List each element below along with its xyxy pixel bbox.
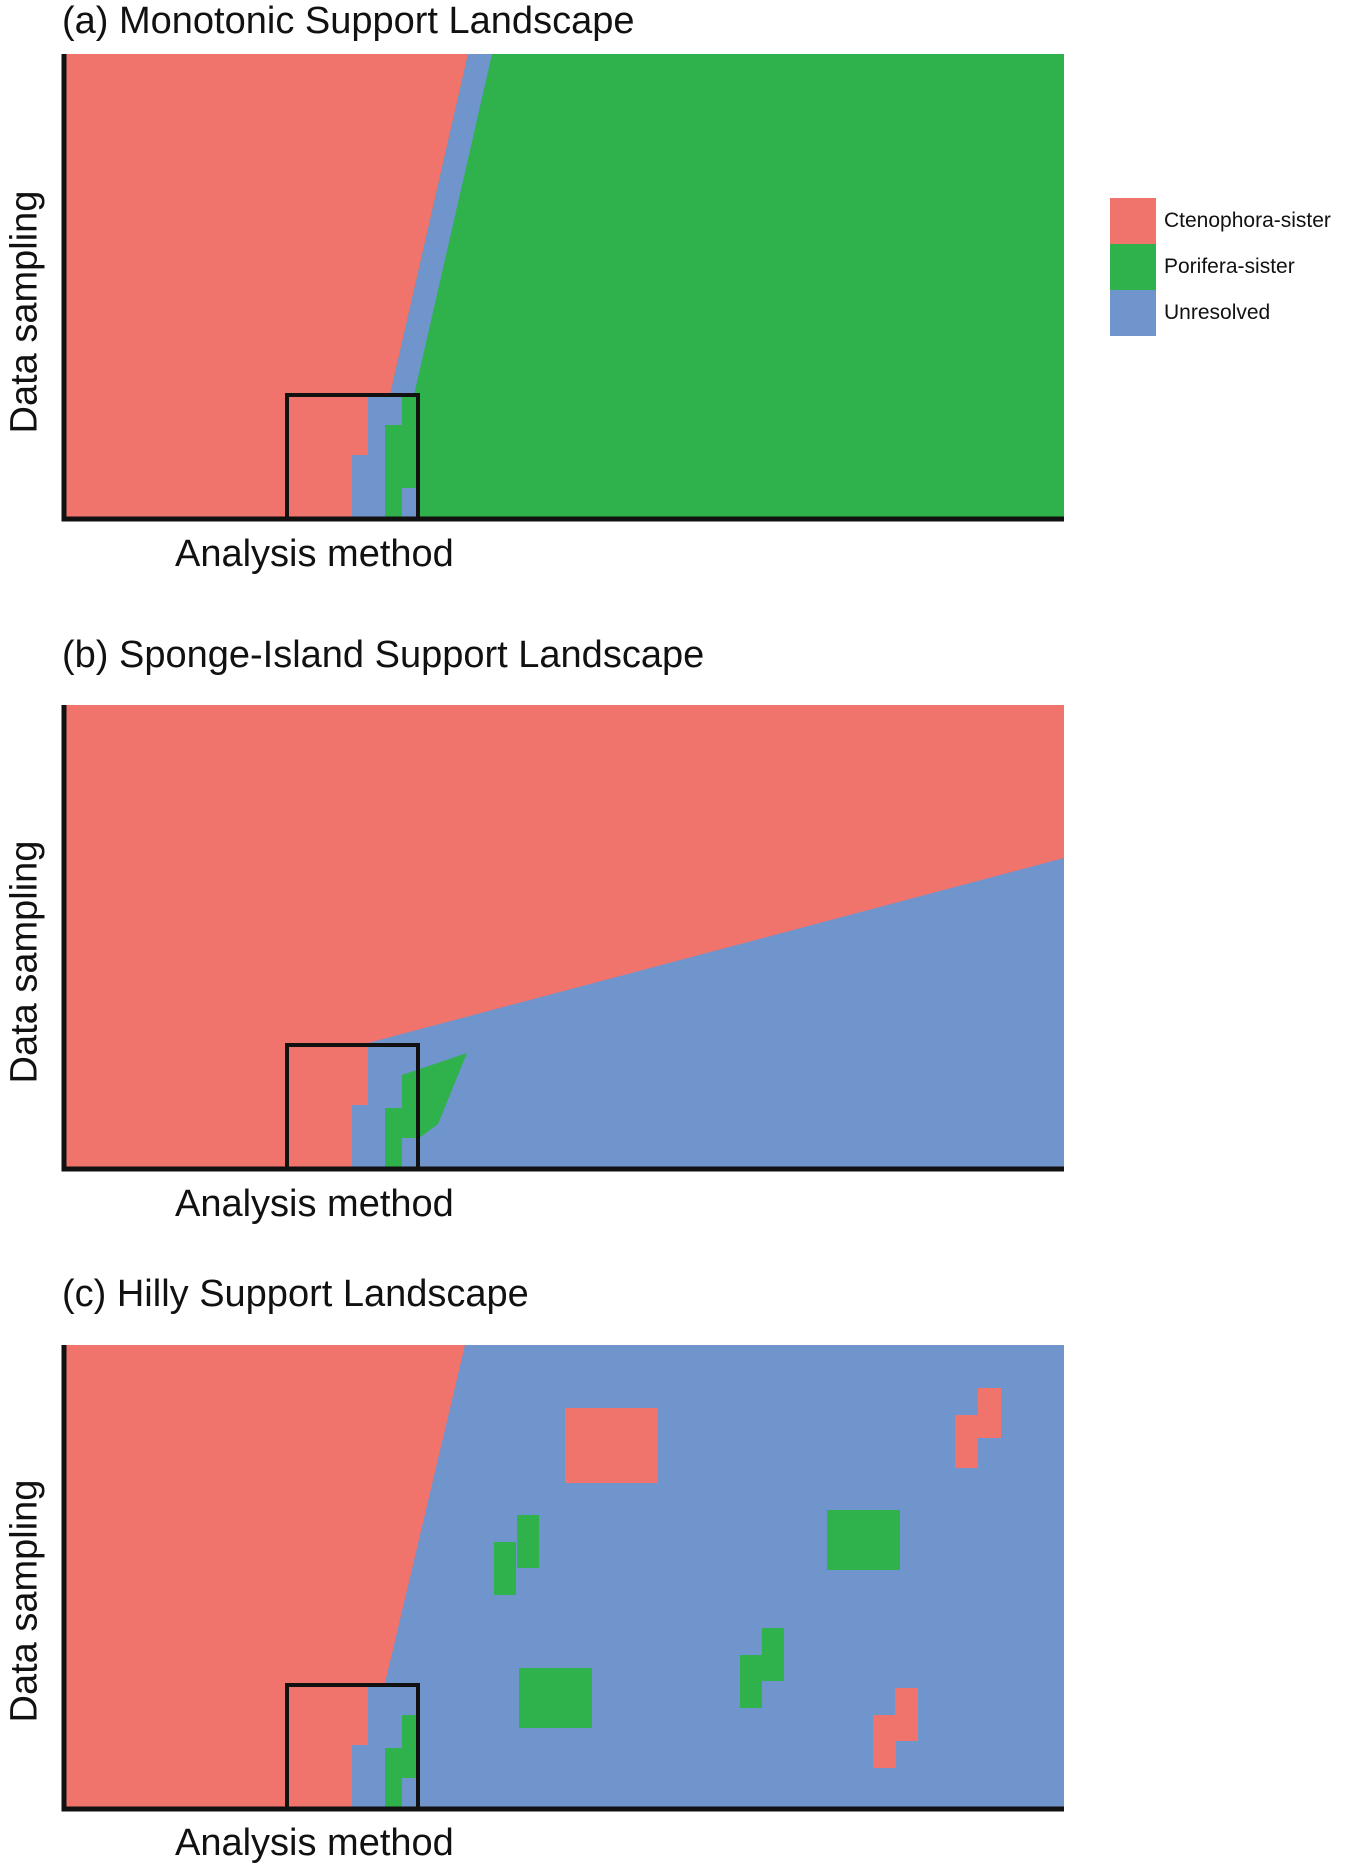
panel-b-axes: [61, 705, 1064, 1172]
panel-c-porifera-hill: [827, 1510, 900, 1570]
panel-c-zoom-box: [285, 1683, 420, 1811]
panel-c-ctenophora-hill: [565, 1408, 658, 1483]
panel-b-title: (b) Sponge-Island Support Landscape: [62, 634, 705, 676]
panel-a-zoom-box: [285, 393, 420, 521]
panel-b-zoom-box: [285, 1043, 420, 1171]
panel-c-porifera-hill: [762, 1628, 784, 1681]
legend-item-porifera: Porifera-sister: [1110, 244, 1331, 290]
panel-a-landscape: [61, 54, 1064, 522]
panel-c-ctenophora-hill: [978, 1388, 1001, 1438]
legend: Ctenophora-sister Porifera-sister Unreso…: [1110, 198, 1331, 336]
panel-a-x-axis-label: Analysis method: [175, 533, 454, 575]
legend-swatch-porifera: [1110, 244, 1156, 290]
panel-c-axes: [61, 1345, 1064, 1812]
panel-a-axes: [61, 54, 1064, 522]
panel-c-porifera-hill: [519, 1668, 592, 1728]
panel-c-porifera-cell: [402, 1715, 418, 1748]
legend-swatch-ctenophora: [1110, 198, 1156, 244]
panel-b-unresolved-cell: [402, 1138, 418, 1169]
panel-c-title: (c) Hilly Support Landscape: [62, 1273, 529, 1315]
panel-c-porifera-hill: [740, 1655, 762, 1708]
panel-a-title: (a) Monotonic Support Landscape: [62, 0, 635, 42]
legend-label: Porifera-sister: [1164, 255, 1295, 278]
panel-c-ctenophora-hill: [955, 1415, 978, 1468]
legend-swatch-unresolved: [1110, 290, 1156, 336]
panel-b-landscape: [61, 705, 1064, 1172]
legend-item-unresolved: Unresolved: [1110, 290, 1331, 336]
panel-b-x-axis-label: Analysis method: [175, 1183, 454, 1225]
panel-c-porifera-hill: [494, 1542, 516, 1595]
panel-a-unresolved-band: [368, 54, 492, 455]
panel-c-x-axis-label: Analysis method: [175, 1822, 454, 1864]
panel-a-unresolved-cell: [352, 455, 385, 519]
panel-c-ctenophora-hill: [895, 1688, 918, 1741]
panel-a-ctenophora-region: [64, 54, 468, 519]
legend-item-ctenophora: Ctenophora-sister: [1110, 198, 1331, 244]
panel-c-porifera-cell: [385, 1778, 402, 1809]
panel-c-porifera-hill: [517, 1515, 539, 1568]
panel-c-ctenophora-region: [64, 1345, 465, 1809]
panel-c-ctenophora-hill: [873, 1715, 896, 1768]
panel-a-unresolved-cell: [402, 488, 418, 519]
legend-label: Ctenophora-sister: [1164, 209, 1331, 232]
legend-label: Unresolved: [1164, 301, 1271, 324]
panel-c-porifera-cell: [385, 1748, 418, 1778]
panel-b-ctenophora-region: [64, 705, 1064, 1169]
panel-c-landscape: [61, 1345, 1064, 1812]
